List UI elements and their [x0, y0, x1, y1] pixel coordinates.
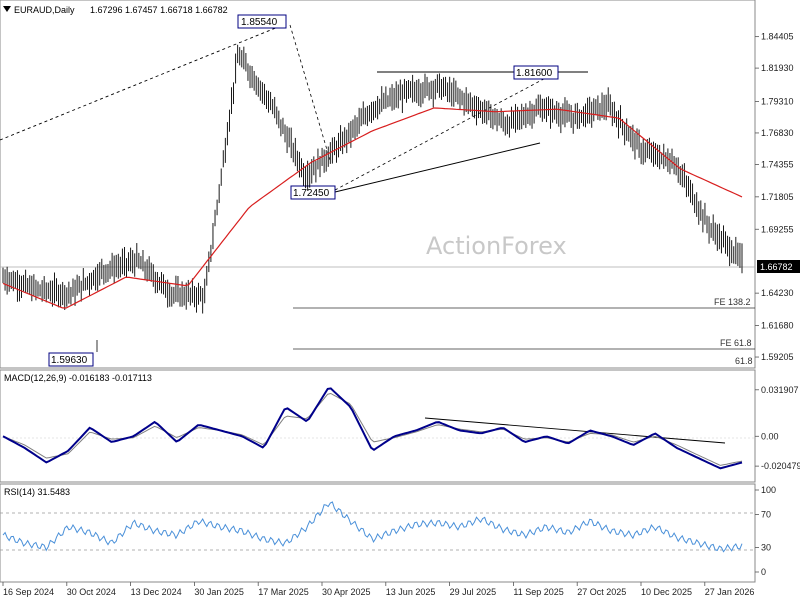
rsi-panel-frame — [0, 483, 756, 583]
time-tick-label: 17 Mar 2025 — [258, 587, 309, 597]
macd-tick-label: 0.00 — [761, 431, 779, 441]
level-box-resist — [513, 65, 559, 80]
rsi-tick-label: 0 — [761, 567, 766, 577]
price-tick-label: 1.64230 — [761, 288, 794, 298]
macd-label: MACD(12,26,9) -0.016183 -0.017113 — [4, 373, 152, 383]
level-box-low — [48, 352, 94, 367]
trendline-support — [334, 142, 541, 193]
price-tick-label: 1.61680 — [761, 321, 794, 331]
macd-trendline — [424, 417, 726, 444]
level-label-high: 1.85540 — [241, 17, 278, 28]
rsi-tick-label: 70 — [761, 510, 771, 520]
time-tick-label: 11 Sep 2025 — [513, 587, 563, 597]
level-box-support — [290, 185, 336, 200]
time-tick-label: 27 Oct 2025 — [577, 587, 626, 597]
price-tick-label: 1.74355 — [761, 159, 794, 169]
time-tick-label: 13 Jun 2025 — [386, 587, 436, 597]
trendline-dashed-drop — [289, 24, 331, 161]
price-tick-label: 1.59205 — [761, 352, 794, 362]
watermark: ActionForex — [426, 232, 567, 260]
macd-tick-label: 0.031907 — [761, 385, 799, 395]
fib-label-138: FE 138.2 — [714, 297, 751, 307]
fib-label-618: FE 61.8 — [720, 338, 752, 348]
price-tick-label: 1.81930 — [761, 63, 794, 73]
time-tick-label: 16 Sep 2024 — [3, 587, 54, 597]
time-tick-label: 30 Oct 2024 — [67, 587, 116, 597]
price-tick-label: 1.76830 — [761, 128, 794, 138]
price-axis: 1.84405 1.81930 1.79310 1.76830 1.74355 1.718… — [755, 32, 794, 362]
current-price-label: 1.66782 — [760, 262, 793, 272]
macd-axis: 0.031907 0.00 -0.020479 — [755, 385, 800, 471]
current-price-tag — [757, 260, 800, 273]
time-tick-label: 29 Jul 2025 — [450, 587, 497, 597]
macd-signal-line — [2, 392, 743, 466]
moving-average-line — [2, 107, 743, 309]
macd-line — [2, 387, 743, 470]
fib-label-618-b: 61.8 — [735, 356, 753, 366]
price-tick-label: 1.69255 — [761, 224, 794, 234]
rsi-line — [2, 501, 743, 553]
rsi-tick-label: 100 — [761, 485, 776, 495]
time-tick-label: 10 Dec 2025 — [641, 587, 692, 597]
time-tick-label: 13 Dec 2024 — [131, 587, 182, 597]
rsi-tick-label: 30 — [761, 542, 771, 552]
trendline-dashed-left — [0, 24, 284, 141]
triangle-down-icon[interactable] — [3, 6, 11, 12]
price-tick-label: 1.71805 — [761, 192, 794, 202]
time-axis: 16 Sep 2024 30 Oct 2024 13 Dec 2024 30 Jan … — [2, 582, 755, 597]
price-tick-label: 1.79310 — [761, 96, 794, 106]
rsi-label: RSI(14) 31.5483 — [4, 487, 70, 497]
time-tick-label: 30 Apr 2025 — [322, 587, 371, 597]
level-box-high — [237, 14, 287, 29]
level-label-resist: 1.81600 — [516, 68, 553, 79]
macd-panel-frame — [0, 369, 756, 483]
trendline-dashed-rise — [334, 72, 556, 191]
symbol-label: EURAUD,Daily — [14, 5, 75, 15]
macd-tick-label: -0.020479 — [761, 461, 800, 471]
time-tick-label: 27 Jan 2026 — [705, 587, 755, 597]
ohlc-readout: 1.67296 1.67457 1.66718 1.66782 — [90, 5, 228, 15]
price-bars — [2, 44, 743, 314]
rsi-axis: 100 70 30 0 — [755, 485, 776, 577]
price-tick-label: 1.84405 — [761, 32, 794, 42]
price-panel-frame — [0, 0, 756, 369]
time-tick-label: 30 Jan 2025 — [194, 587, 244, 597]
level-label-low: 1.59630 — [51, 355, 88, 366]
level-label-support: 1.72450 — [293, 188, 330, 199]
